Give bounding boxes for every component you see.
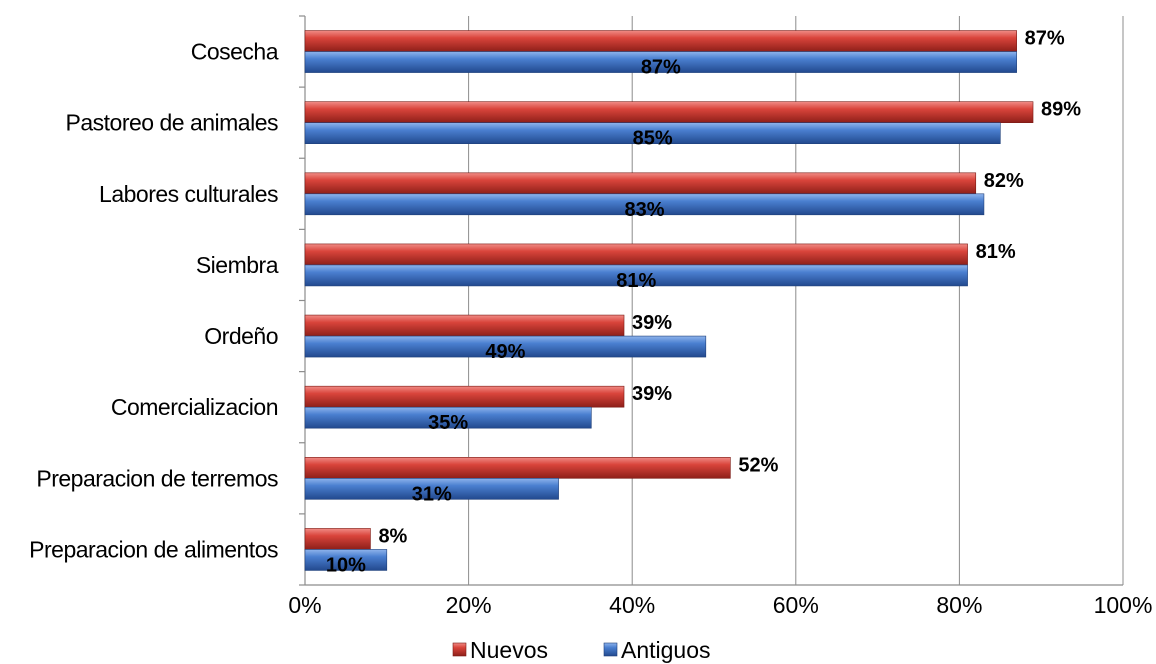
bar-antiguos-7 <box>304 549 388 571</box>
x-tick-label: 0% <box>288 592 321 618</box>
bar-nuevos-0 <box>304 30 1017 52</box>
data-label-antiguos: 81% <box>616 270 656 292</box>
data-label-antiguos: 10% <box>326 554 366 576</box>
data-label-antiguos: 49% <box>485 341 525 363</box>
bar-antiguos-6 <box>304 478 559 500</box>
legend-label-antiguos: Antiguos <box>621 637 711 663</box>
bars <box>304 30 1034 571</box>
legend: Nuevos Antiguos <box>452 637 711 663</box>
legend-swatch-antiguos <box>603 642 618 657</box>
bar-nuevos-3 <box>304 243 968 266</box>
category-label: Preparacion de alimentos <box>29 536 278 562</box>
data-label-nuevos: 89% <box>1041 99 1081 121</box>
x-tick-label: 60% <box>773 592 819 618</box>
category-label: Preparacion de terremos <box>36 465 278 491</box>
data-label-nuevos: 39% <box>632 312 672 334</box>
x-tick-label: 40% <box>609 592 655 618</box>
x-tick-label: 80% <box>936 592 982 618</box>
data-labels: 87% 87% 89% 85% 82% 83% 81% 81% 39% 49% 39% 35% 52% 3… <box>326 28 1081 577</box>
data-label-nuevos: 82% <box>984 170 1024 192</box>
bar-nuevos-2 <box>304 172 977 195</box>
bar-antiguos-5 <box>304 406 592 429</box>
data-label-nuevos: 52% <box>738 454 778 476</box>
bar-nuevos-4 <box>304 314 625 337</box>
data-label-nuevos: 87% <box>1025 28 1065 50</box>
bar-antiguos-4 <box>304 335 707 358</box>
category-label: Siembra <box>196 252 279 278</box>
data-label-antiguos: 31% <box>412 483 452 505</box>
data-label-nuevos: 81% <box>976 241 1016 263</box>
category-label: Pastoreo de animales <box>66 110 278 136</box>
legend-swatch-nuevos <box>452 642 467 657</box>
category-label: Comercializacion <box>111 394 278 420</box>
value-axis: 0% 20% 40% 60% 80% 100% <box>288 592 1152 618</box>
bar-antiguos-2 <box>304 193 985 216</box>
category-label: Labores culturales <box>99 181 278 207</box>
bar-antiguos-0 <box>304 51 1017 73</box>
data-label-nuevos: 39% <box>632 383 672 405</box>
data-label-nuevos: 8% <box>378 525 407 547</box>
category-label: Ordeño <box>204 323 278 349</box>
category-label: Cosecha <box>191 39 279 65</box>
data-label-antiguos: 85% <box>633 128 673 150</box>
x-tick-label: 100% <box>1094 592 1153 618</box>
data-label-antiguos: 35% <box>428 412 468 434</box>
bar-nuevos-1 <box>304 101 1034 123</box>
bar-nuevos-6 <box>304 457 731 479</box>
bar-antiguos-3 <box>304 264 968 287</box>
bar-nuevos-5 <box>304 385 625 408</box>
x-tick-label: 20% <box>446 592 492 618</box>
bar-nuevos-7 <box>304 528 371 550</box>
bar-antiguos-1 <box>304 122 1001 144</box>
category-axis: Cosecha Pastoreo de animales Labores cultu… <box>29 39 279 563</box>
data-label-antiguos: 83% <box>624 199 664 221</box>
data-label-antiguos: 87% <box>641 57 681 79</box>
legend-label-nuevos: Nuevos <box>470 637 548 663</box>
